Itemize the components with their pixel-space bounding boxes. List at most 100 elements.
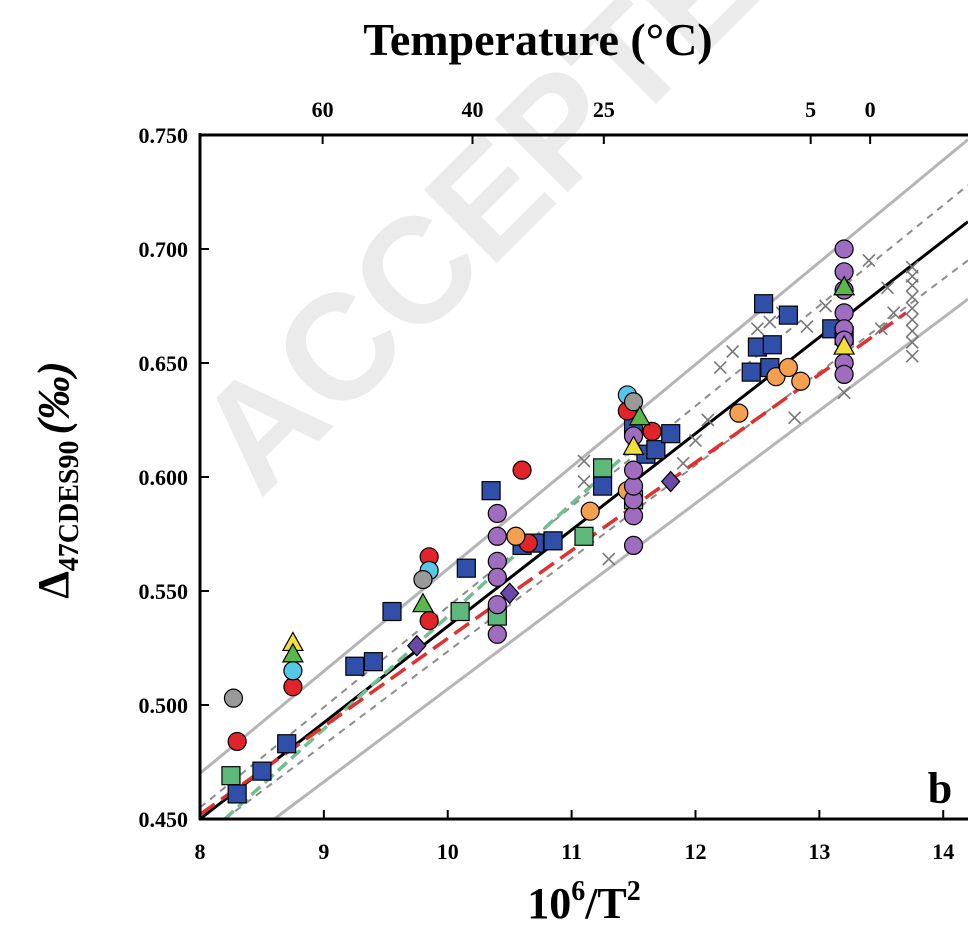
- data-point-cross: [905, 301, 919, 315]
- y-tick-label: 0.500: [139, 693, 189, 718]
- data-point-cross: [750, 322, 764, 336]
- data-point-cross: [800, 319, 814, 334]
- fit-line-gray-solid: [273, 297, 968, 819]
- data-point-diamond: [499, 582, 520, 605]
- x-tick-label: 14: [932, 839, 954, 864]
- panel-label: b: [928, 764, 952, 813]
- y-tick-label: 0.450: [139, 807, 189, 832]
- data-point-cross: [887, 306, 901, 320]
- data-point-circle: [623, 460, 644, 480]
- data-point-cross: [905, 278, 919, 293]
- data-point-cross: [905, 313, 919, 327]
- data-point-circle: [642, 421, 662, 441]
- data-point-circle: [487, 567, 507, 587]
- x-axis-title-base: 10: [527, 879, 571, 928]
- data-point-cross: [788, 411, 802, 425]
- data-point-circle: [223, 688, 244, 708]
- data-point-circle: [487, 526, 507, 546]
- data-point-cross: [862, 253, 876, 267]
- data-point-circle: [623, 476, 644, 496]
- y-axis-title-units: (‰): [29, 361, 78, 434]
- data-point-circle: [512, 460, 532, 480]
- data-point-cross: [602, 552, 616, 566]
- data-point-square: [363, 652, 384, 672]
- data-point-diamond: [660, 470, 681, 493]
- data-point-cross: [577, 454, 591, 468]
- data-point-circle: [419, 611, 439, 631]
- y-tick-label: 0.750: [139, 123, 189, 148]
- fit-line-red-dashed: [200, 311, 908, 816]
- data-point-square: [592, 458, 613, 478]
- data-point-cross: [905, 335, 919, 350]
- data-point-cross: [818, 299, 833, 313]
- data-point-circle: [487, 503, 507, 524]
- data-point-cross: [676, 456, 690, 470]
- data-point-square: [661, 424, 681, 444]
- data-point-circle: [623, 506, 644, 526]
- top-tick-label: 60: [312, 97, 334, 122]
- data-point-circle: [413, 569, 433, 590]
- data-point-cross: [688, 433, 703, 448]
- data-point-triangle: [628, 405, 651, 426]
- data-point-square: [227, 784, 247, 804]
- y-axis-title: Δ47CDES90 (‰): [29, 361, 85, 599]
- data-point-circle: [283, 677, 303, 697]
- data-point-circle: [487, 624, 507, 644]
- y-tick-label: 0.600: [139, 465, 189, 490]
- y-axis-title-sub: 47CDES90: [54, 441, 85, 572]
- data-point-square: [778, 305, 798, 325]
- x-tick-label: 10: [437, 839, 459, 864]
- x-tick-label: 12: [684, 839, 706, 864]
- data-point-circle: [506, 526, 526, 546]
- data-point-square: [221, 766, 241, 786]
- data-point-cross: [837, 386, 851, 400]
- data-point-cross: [713, 360, 727, 375]
- ticks: 8 9 10 11 12 13 14 0.450 0.500 0.550 0.600 0.650 0.7…: [139, 97, 955, 864]
- data-point-circle: [778, 357, 798, 378]
- data-point-cross: [905, 324, 919, 338]
- x-tick-label: 11: [561, 839, 582, 864]
- data-point-circle: [623, 392, 644, 412]
- x-tick-label: 8: [195, 839, 206, 864]
- data-point-triangle: [833, 334, 856, 355]
- data-point-square: [252, 761, 272, 781]
- x-axis-title-mid: /T: [584, 879, 627, 928]
- x-axis-title: 106/T2: [527, 876, 641, 928]
- data-point-triangle: [411, 592, 434, 613]
- data-point-cross: [577, 474, 591, 489]
- data-point-circle: [487, 551, 507, 571]
- data-point-cross: [726, 345, 740, 359]
- data-point-square: [762, 335, 782, 355]
- data-point-cross: [905, 290, 919, 304]
- data-point-diamond: [406, 634, 427, 657]
- top-tick-label: 5: [805, 97, 816, 122]
- data-point-cross: [874, 322, 888, 336]
- top-tick-label: 0: [865, 97, 876, 122]
- data-point-square: [345, 656, 365, 676]
- x-axis-title-sup1: 6: [571, 876, 585, 907]
- data-point-circle: [283, 661, 303, 681]
- top-tick-label: 40: [462, 97, 484, 122]
- x-tick-label: 13: [808, 839, 830, 864]
- data-point-circle: [791, 371, 811, 391]
- y-tick-label: 0.550: [139, 579, 189, 604]
- data-point-square: [646, 440, 666, 460]
- data-point-square: [574, 526, 594, 546]
- data-point-cross: [905, 349, 919, 363]
- y-axis-title-main: Δ: [29, 571, 78, 599]
- data-point-square: [456, 558, 476, 578]
- data-points: [221, 239, 919, 804]
- data-point-cross: [701, 413, 715, 427]
- data-point-circle: [623, 535, 644, 556]
- data-point-square: [450, 601, 470, 622]
- data-point-circle: [487, 595, 507, 615]
- y-tick-label: 0.650: [139, 351, 189, 376]
- data-point-triangle: [622, 435, 645, 455]
- data-point-circle: [834, 303, 854, 323]
- data-point-cross: [763, 315, 777, 329]
- data-point-square: [277, 734, 297, 754]
- data-point-circle: [834, 364, 854, 384]
- data-point-triangle: [281, 642, 304, 663]
- top-tick-label: 25: [593, 97, 615, 122]
